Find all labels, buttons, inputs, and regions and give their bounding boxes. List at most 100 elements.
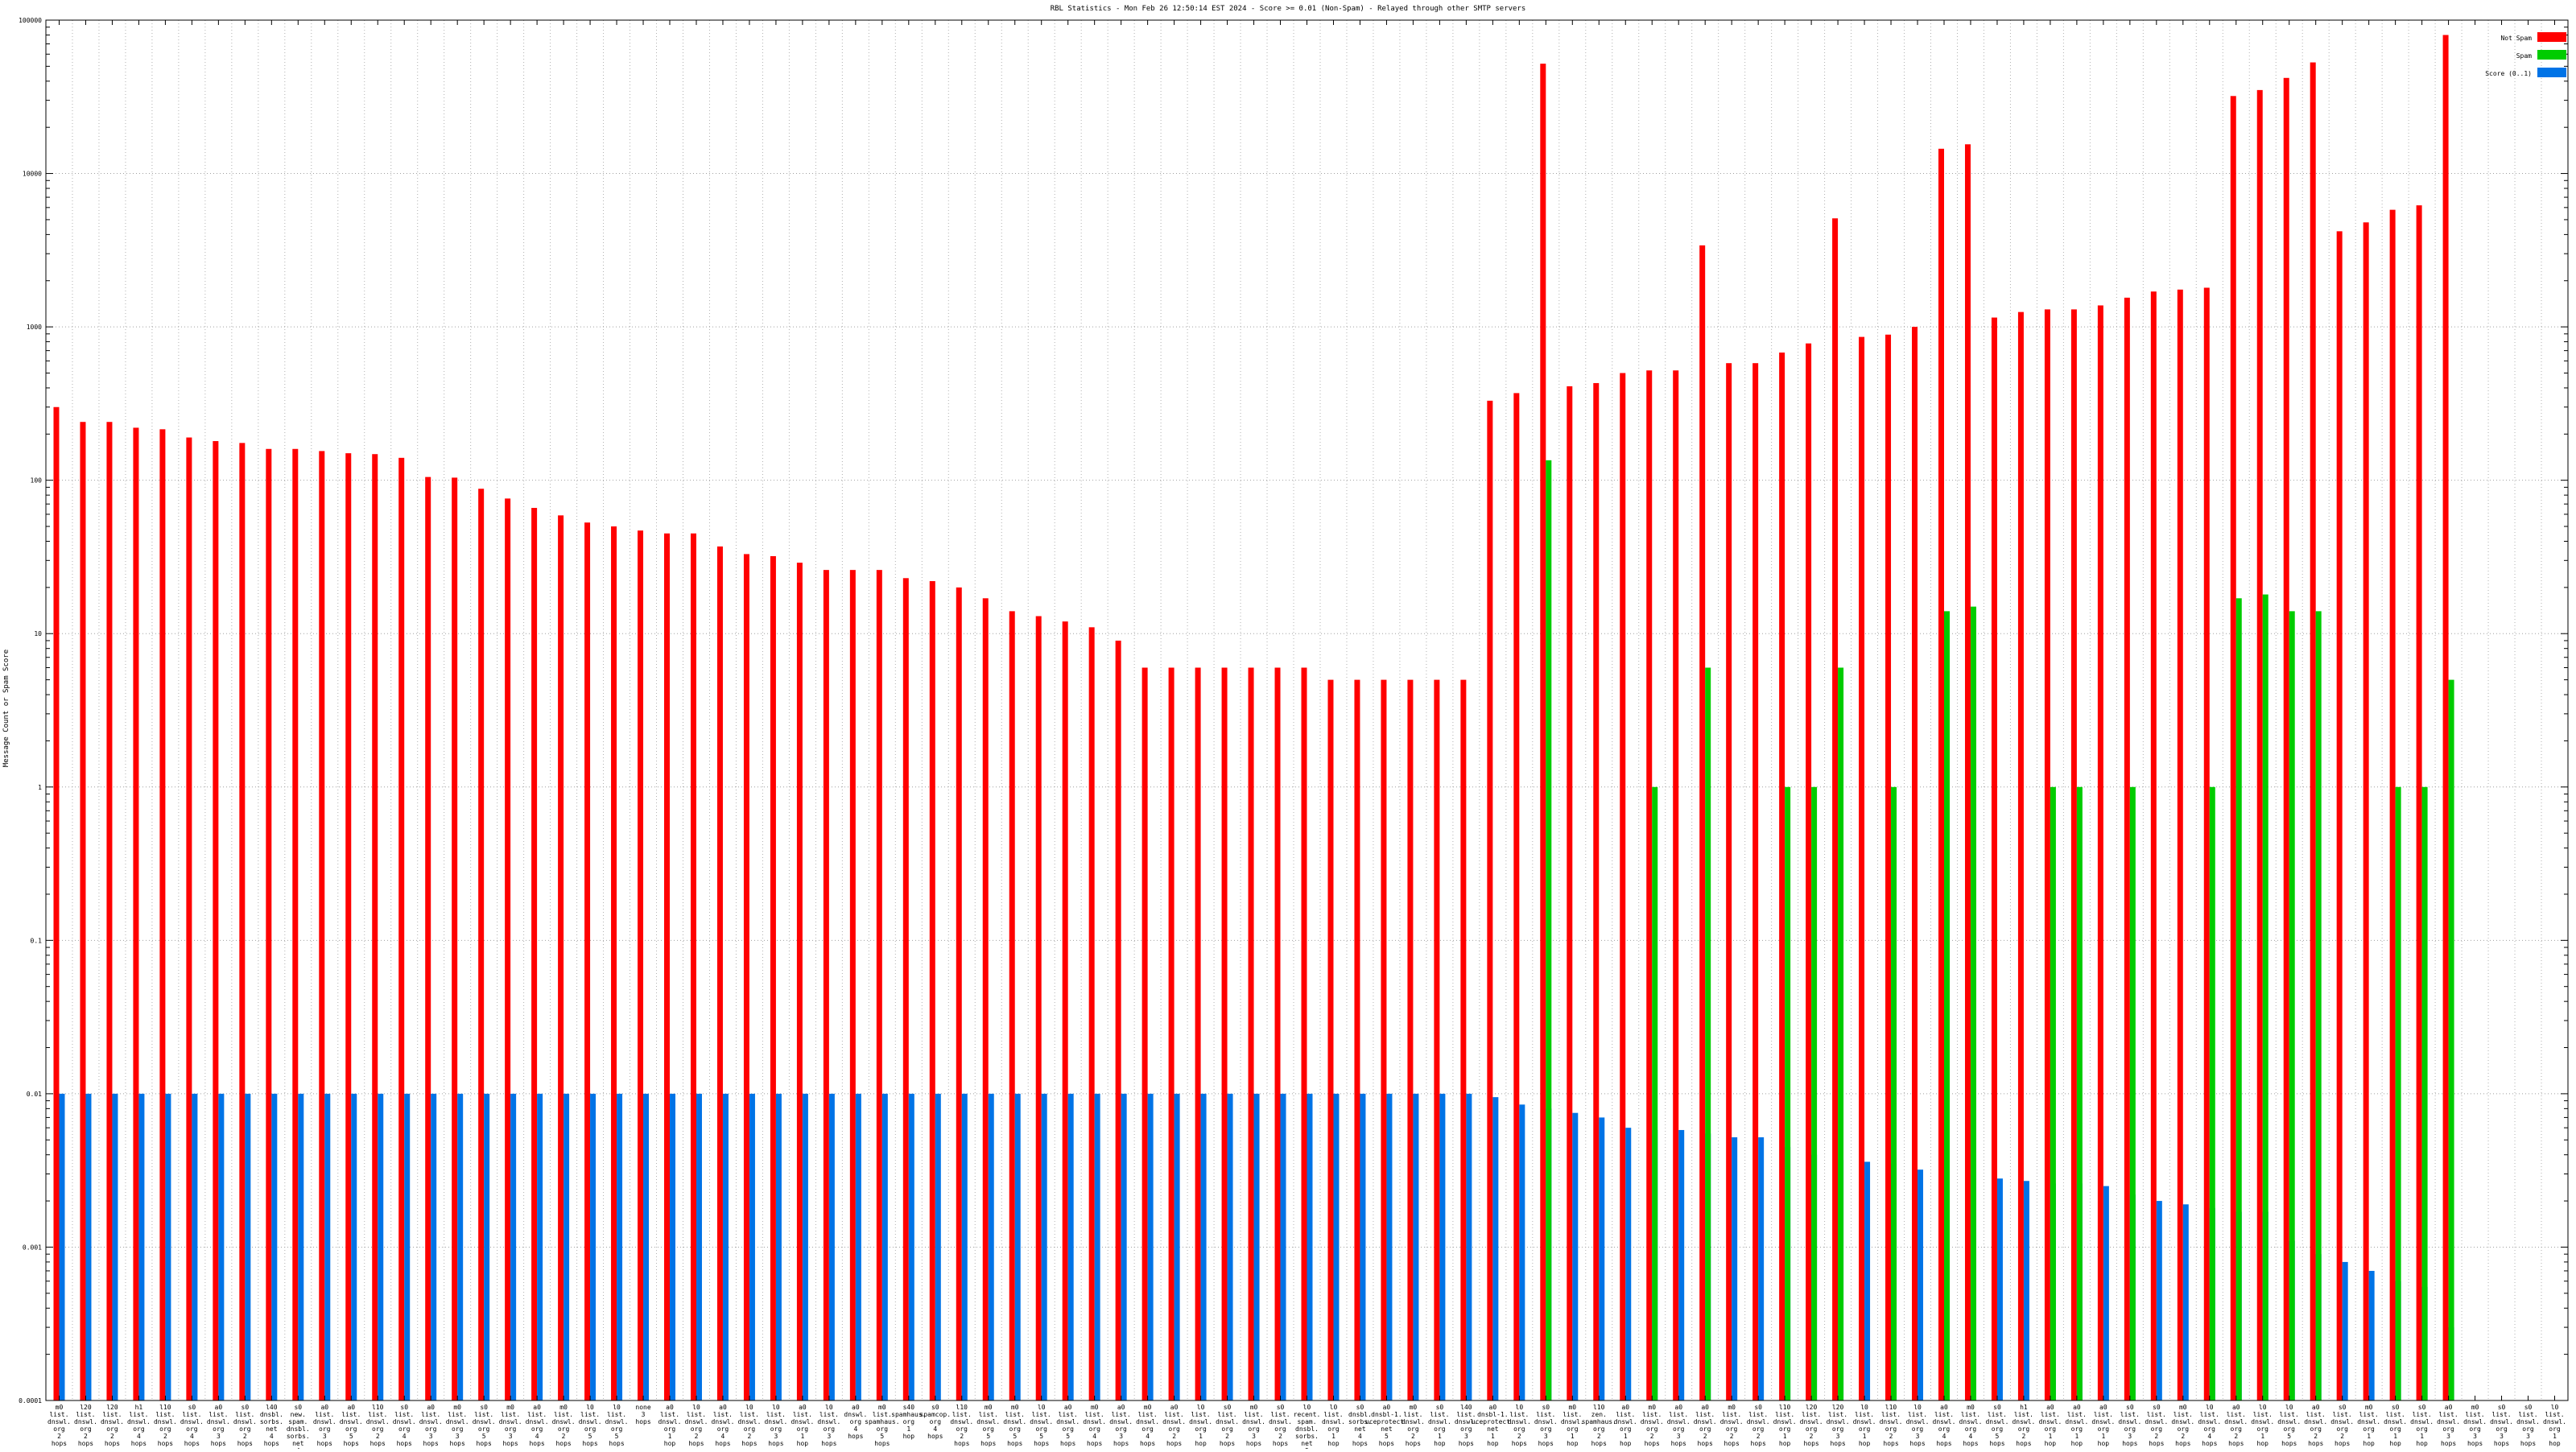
x-category-label: h1 list. dnswl. org 2 hops <box>2012 1404 2035 1447</box>
x-category-label: s0 list. dnswl. org 1 hop <box>1428 1404 1451 1447</box>
x-category-label: l10 list. dnswl. org 2 hops <box>366 1404 390 1447</box>
x-category-label: l0 list. dnswl. org 1 hop <box>1853 1404 1876 1447</box>
bar-not-spam <box>1646 370 1653 1400</box>
bar-score-0-1 <box>351 1093 357 1400</box>
x-category-label: l20 list. dnswl. org 2 hops <box>101 1404 124 1447</box>
bar-not-spam <box>452 477 458 1400</box>
bar-score-0-1 <box>324 1093 331 1400</box>
x-category-label: m0 list. dnswl. org 5 hops <box>976 1404 1000 1447</box>
bar-score-0-1 <box>1678 1129 1685 1400</box>
x-category-label: a0 list. dnswl. org 2 hops <box>1162 1404 1186 1447</box>
bar-spam <box>2129 786 2136 1400</box>
bar-score-0-1 <box>908 1093 914 1400</box>
y-tick-label: 1000 <box>27 324 42 331</box>
x-category-label: m0 list. dnswl. org 3 hops <box>446 1404 469 1447</box>
bar-not-spam <box>1381 679 1387 1400</box>
bar-not-spam <box>2336 231 2343 1400</box>
bar-not-spam <box>1487 400 1493 1400</box>
x-category-label: s40 spamhaus. org 1 hop <box>891 1404 926 1440</box>
bar-not-spam <box>1540 64 1546 1400</box>
bar-not-spam <box>2363 222 2369 1400</box>
bar-not-spam <box>2097 305 2103 1401</box>
x-category-label: l0 list. dnswl. org 3 hops <box>817 1404 840 1447</box>
bar-not-spam <box>1327 679 1334 1400</box>
bar-not-spam <box>1195 667 1201 1400</box>
x-category-label: s0 spamcop. org 4 hops <box>920 1404 952 1440</box>
x-category-label: m0 list. dnswl. org 2 hops <box>1402 1404 1425 1447</box>
x-category-label: l0 list. dnswl. org 5 hops <box>2277 1404 2301 1447</box>
y-tick-label: 10 <box>34 630 42 637</box>
x-category-label: a0 list. dnswl. org 4 hops <box>1933 1404 1956 1447</box>
bar-not-spam <box>716 546 723 1400</box>
bar-score-0-1 <box>85 1093 92 1400</box>
x-category-label: l20 list. dnswl. org 2 hops <box>1800 1404 1823 1447</box>
bar-score-0-1 <box>749 1093 755 1400</box>
bar-spam <box>2050 786 2056 1400</box>
bar-score-0-1 <box>484 1093 490 1400</box>
bar-not-spam <box>1141 667 1148 1400</box>
bar-spam <box>2421 786 2428 1400</box>
x-category-label: s0 list. dnswl. org 1 hop <box>2384 1404 2407 1447</box>
y-tick-label: 100 <box>31 477 43 485</box>
legend-swatch <box>2537 32 2566 42</box>
bar-score-0-1 <box>1307 1093 1313 1400</box>
bar-not-spam <box>1964 144 1971 1401</box>
bar-score-0-1 <box>245 1093 251 1400</box>
bar-not-spam <box>2177 289 2183 1401</box>
bar-score-0-1 <box>1360 1093 1366 1400</box>
x-category-label: l20 list. dnswl. org 3 hops <box>1827 1404 1850 1447</box>
x-category-label: s0 list. dnswl. org 4 hops <box>180 1404 204 1447</box>
bar-not-spam <box>1035 616 1042 1400</box>
x-category-label: m0 list. dnswl. org 2 hops <box>47 1404 71 1447</box>
x-category-label: s0 list. dnswl. org 3 hops <box>2118 1404 2141 1447</box>
bar-not-spam <box>1274 667 1281 1400</box>
x-category-label: a0 list. dnswl. org 3 hops <box>207 1404 230 1447</box>
bar-not-spam <box>186 437 192 1401</box>
x-category-label: l10 list. dnswl. org 1 hop <box>1773 1404 1797 1447</box>
x-category-label: l10 zen. spamhaus. org 2 hops <box>1582 1404 1616 1447</box>
bar-not-spam <box>1593 382 1600 1401</box>
bar-score-0-1 <box>1227 1093 1233 1400</box>
bar-score-0-1 <box>564 1093 570 1400</box>
bar-not-spam <box>372 454 378 1400</box>
x-category-label: m0 list. dnswl. org 2 hops <box>2171 1404 2194 1447</box>
bar-score-0-1 <box>510 1093 517 1400</box>
x-category-label: m0 list. dnswl. org 2 hops <box>1720 1404 1744 1447</box>
x-category-label: s0 list. dnswl. org 3 hops <box>2490 1404 2513 1447</box>
bar-not-spam <box>1673 370 1679 1400</box>
bar-not-spam <box>2389 209 2396 1401</box>
bar-not-spam <box>1620 373 1626 1400</box>
bar-score-0-1 <box>1599 1117 1605 1400</box>
bar-score-0-1 <box>1732 1137 1738 1400</box>
x-category-label: a0 list. dnswl. org 1 hop <box>791 1404 814 1447</box>
x-category-label: l0 list. dnswl. org 2 hops <box>685 1404 708 1447</box>
bar-not-spam <box>1991 317 1997 1400</box>
x-category-label: l0 list. dnswl. org 1 hop <box>1322 1404 1345 1447</box>
bar-score-0-1 <box>1625 1128 1632 1400</box>
bar-not-spam <box>1699 245 1706 1400</box>
bar-spam <box>1652 786 1658 1400</box>
bar-spam <box>2076 786 2083 1400</box>
bar-not-spam <box>1168 667 1174 1400</box>
bar-score-0-1 <box>1466 1093 1472 1400</box>
bar-score-0-1 <box>1014 1093 1021 1400</box>
x-category-label: m0 list. dnswl. org 1 hop <box>2357 1404 2380 1447</box>
bar-score-0-1 <box>2103 1186 2109 1400</box>
bar-score-0-1 <box>1758 1137 1765 1400</box>
bar-not-spam <box>1407 679 1414 1400</box>
bar-not-spam <box>1567 386 1573 1400</box>
x-category-label: a0 dnsbl-1. uceprotect. net 5 hops <box>1365 1404 1408 1447</box>
bar-score-0-1 <box>1200 1093 1207 1400</box>
bar-score-0-1 <box>802 1093 808 1400</box>
bar-not-spam <box>478 489 485 1400</box>
x-category-label: l10 list. dnswl. org 2 hops <box>950 1404 973 1447</box>
bar-spam <box>2235 598 2242 1400</box>
bar-score-0-1 <box>59 1093 65 1400</box>
x-category-label: a0 list. dnswl. org 1 hop <box>2065 1404 2088 1447</box>
x-category-label: l0 list. dnswl. org 5 hops <box>1030 1404 1053 1447</box>
x-category-label: a0 list. dnswl. org 3 hops <box>2437 1404 2460 1447</box>
x-category-label: s0 list. dnswl. org 1 hop <box>2410 1404 2434 1447</box>
bar-not-spam <box>425 476 431 1400</box>
x-labels-layer: m0 list. dnswl. org 2 hops l20 list. dnswl. org 2 h… <box>47 1404 2566 1452</box>
bar-score-0-1 <box>722 1093 729 1400</box>
